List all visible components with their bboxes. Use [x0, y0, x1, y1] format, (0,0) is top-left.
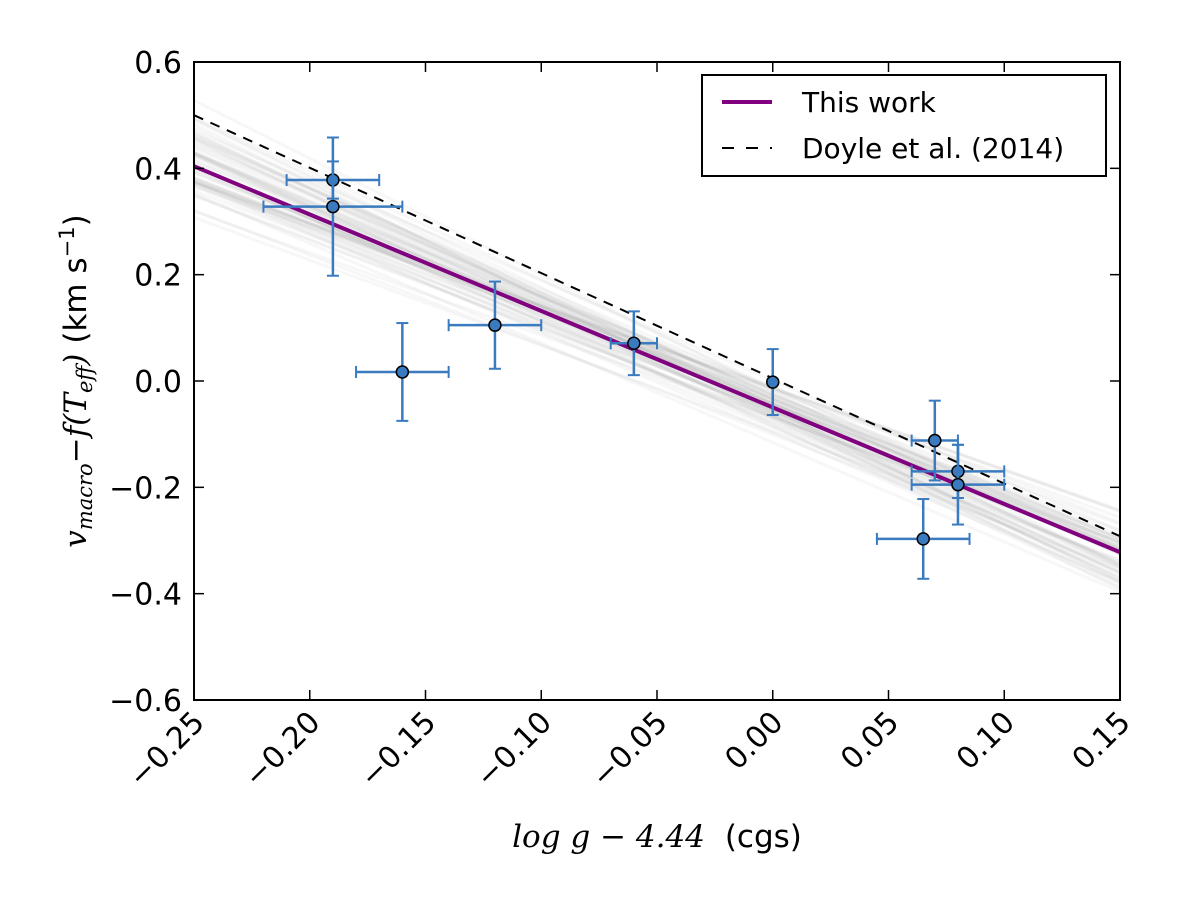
posterior-sample-line — [194, 151, 1120, 548]
x-tick-label: 0.15 — [1066, 705, 1138, 777]
posterior-sample-line — [194, 208, 1120, 571]
data-point — [326, 199, 340, 214]
posterior-sample-line — [194, 135, 1120, 566]
data-point-group — [355, 322, 450, 422]
data-point-group — [609, 310, 658, 377]
posterior-sample-line — [194, 193, 1120, 552]
legend-label-this-work: This work — [801, 86, 937, 119]
data-point-group — [766, 348, 780, 417]
y-tick-label: −0.6 — [109, 684, 182, 719]
y-axis-label: vmacro−f(Teff) (km s−1) — [55, 214, 97, 547]
posterior-sample-line — [194, 165, 1120, 540]
x-axis-label-unit: (cgs) — [725, 819, 802, 855]
x-tick-label: −0.10 — [469, 705, 559, 795]
fit-lines — [194, 114, 1120, 555]
posterior-sample-line — [194, 115, 1120, 551]
doyle-2014-line — [194, 114, 1120, 538]
data-point — [916, 532, 930, 546]
posterior-sample-line — [194, 182, 1120, 564]
y-tick-label: −0.4 — [109, 578, 182, 613]
posterior-sample-line — [194, 153, 1120, 574]
data-point-group — [447, 280, 543, 370]
y-tick-label: 0.6 — [134, 46, 182, 81]
data-point — [627, 336, 641, 351]
x-tick-label: 0.00 — [718, 705, 790, 777]
posterior-sample-line — [194, 161, 1120, 547]
posterior-sample-line — [194, 192, 1120, 594]
posterior-sample-line — [194, 151, 1120, 580]
posterior-sample-line — [194, 167, 1120, 564]
posterior-sample-line — [194, 179, 1120, 554]
posterior-sample-line — [194, 137, 1120, 575]
posterior-sample-line — [194, 179, 1120, 569]
posterior-sample-line — [194, 166, 1120, 578]
y-axis-label-end: ) — [58, 354, 94, 367]
posterior-sample-line — [194, 184, 1120, 574]
legend-box — [701, 74, 1107, 177]
data-point-group — [910, 399, 959, 482]
y-axis-label-sub2: eff — [73, 363, 97, 393]
y-axis-label-unit: (km s — [58, 257, 94, 343]
x-tick-label: −0.05 — [585, 705, 675, 795]
x-tick-label: −0.20 — [238, 705, 328, 795]
data-point — [928, 433, 942, 448]
data-point-group — [910, 443, 1006, 526]
posterior-sample-line — [194, 181, 1120, 584]
x-tick-label: 0.10 — [950, 705, 1022, 777]
y-tick-label: 0.2 — [134, 259, 182, 294]
y-axis-label-unit-exp: −1 — [55, 226, 79, 257]
y-tick-label: 0.0 — [134, 365, 182, 400]
posterior-sample-line — [194, 129, 1120, 533]
data-point — [395, 365, 410, 379]
y-tick-label: −0.2 — [109, 471, 182, 506]
data-point-group — [875, 498, 971, 580]
posterior-sample-line — [194, 216, 1120, 561]
x-tick-label: −0.15 — [353, 705, 443, 795]
posterior-sample-line — [194, 171, 1120, 536]
posterior-sample-line — [194, 138, 1120, 587]
y-axis-label-mid: −f(T — [58, 391, 94, 464]
y-axis-label-unit-end: ) — [58, 214, 94, 226]
data-point — [766, 375, 780, 389]
posterior-sample-line — [194, 194, 1120, 551]
x-tick-label: 0.05 — [834, 705, 906, 777]
data-point — [488, 318, 502, 332]
data-point — [951, 477, 965, 492]
legend: This work Doyle et al. (2014) — [701, 74, 1107, 177]
posterior-sample-line — [194, 153, 1120, 574]
posterior-sample-line — [194, 153, 1120, 590]
posterior-sample-line — [194, 164, 1120, 584]
data-points — [262, 136, 1006, 580]
legend-label-doyle: Doyle et al. (2014) — [802, 132, 1064, 165]
x-axis-label-math: log g − 4.44 — [512, 819, 705, 855]
posterior-sample-line — [194, 126, 1120, 581]
y-tick-label: 0.4 — [134, 152, 182, 187]
posterior-sample-line — [194, 146, 1120, 567]
y-axis-label-v: v — [58, 530, 94, 548]
this-work-line — [194, 164, 1120, 555]
data-point-group — [262, 136, 404, 277]
y-axis-label-sub: macro — [73, 463, 97, 530]
posterior-sample-line — [194, 118, 1120, 584]
posterior-sample-line — [194, 122, 1120, 591]
x-axis-label: log g − 4.44 (cgs) — [512, 819, 802, 855]
